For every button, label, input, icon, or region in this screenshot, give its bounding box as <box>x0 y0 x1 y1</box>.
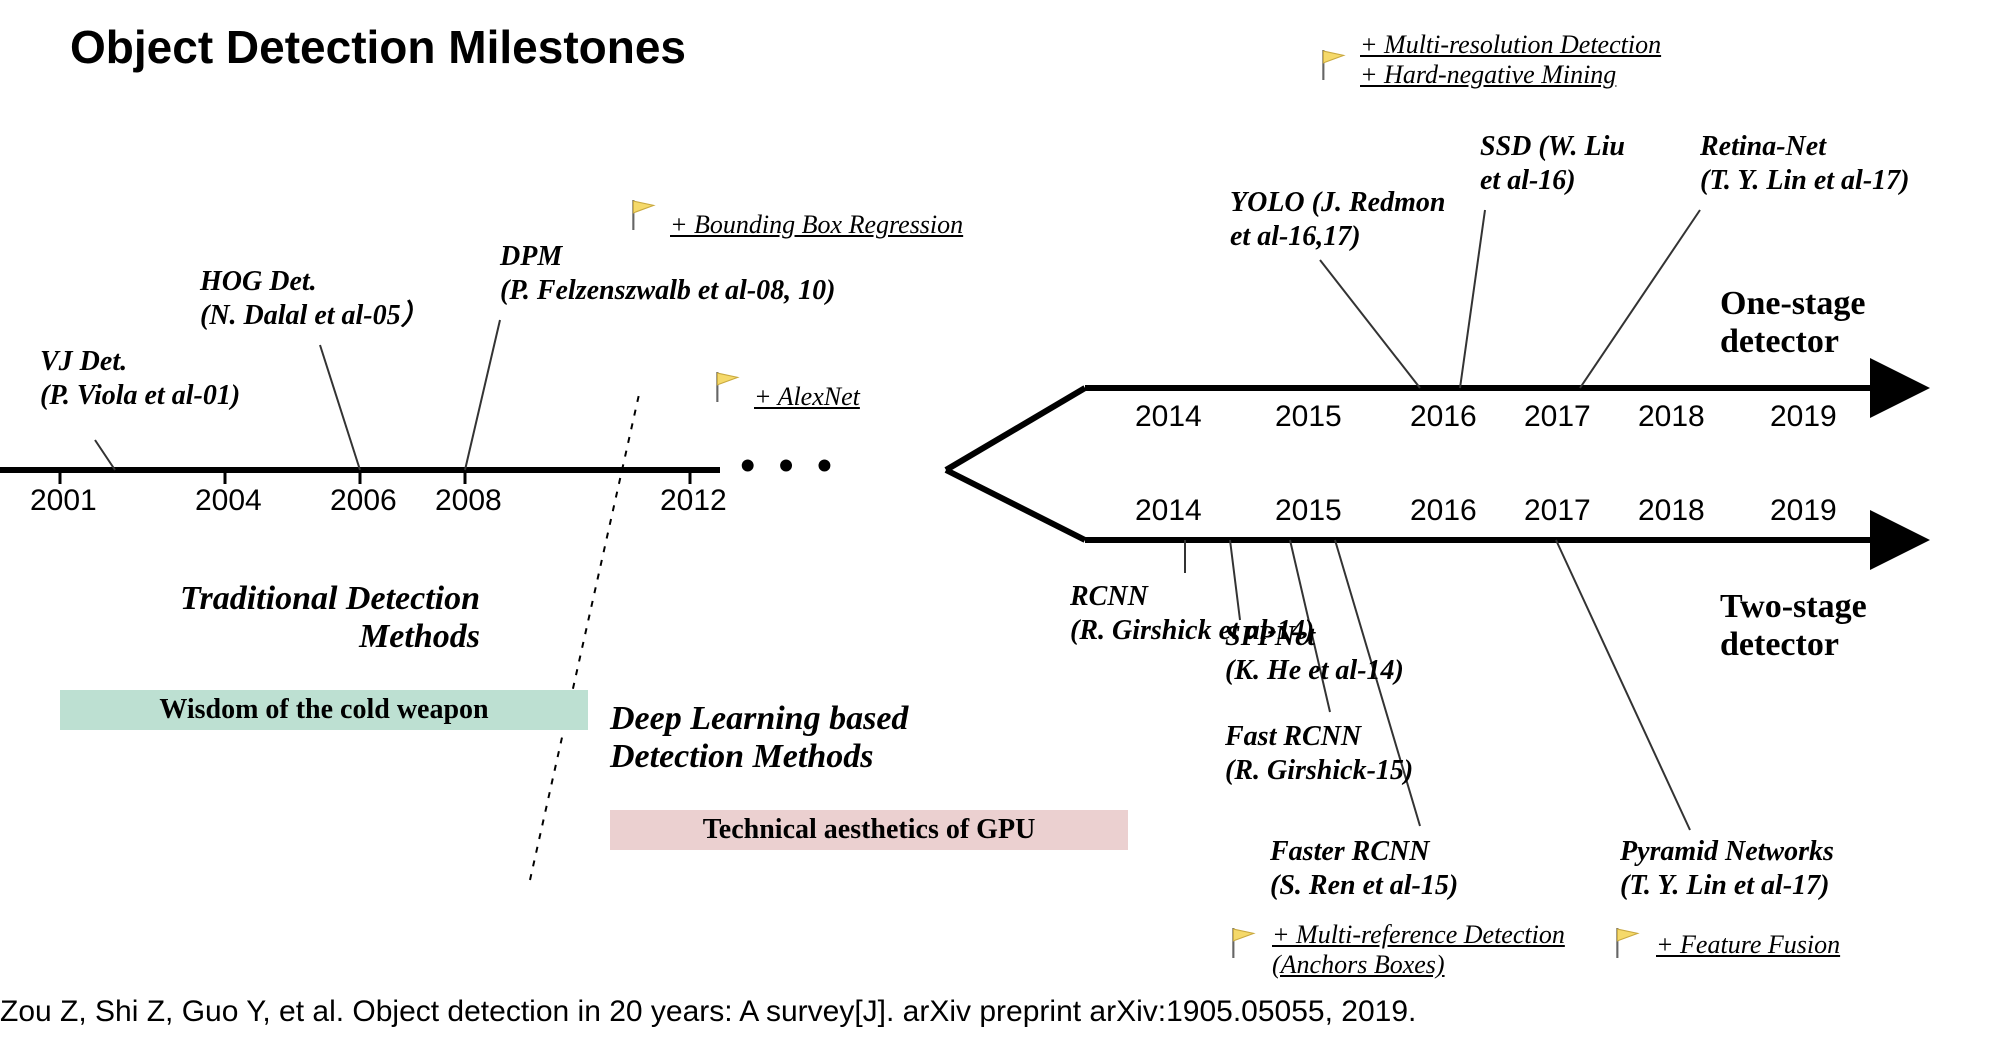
method-main-vj-line2: (P. Viola et al-01) <box>40 380 240 411</box>
flag-anchors-icon <box>1230 928 1256 958</box>
method-one-yolo-line1: YOLO (J. Redmon <box>1230 187 1445 218</box>
section-traditional-line1: Traditional Detection <box>180 580 480 617</box>
flag-anchors-line2: (Anchors Boxes) <box>1272 950 1445 979</box>
diagram-canvas: Object Detection Milestones • • • Tradit… <box>0 0 1990 1038</box>
method-two-pyramid: Pyramid Networks(T. Y. Lin et al-17) <box>1620 835 1834 902</box>
method-main-dpm: DPM(P. Felzenszwalb et al-08, 10) <box>500 240 835 307</box>
section-one-stage: One-stage detector <box>1720 285 1865 361</box>
flag-multires-line2: + Hard-negative Mining <box>1360 60 1616 89</box>
year-top-2019: 2019 <box>1770 400 1837 434</box>
method-two-fast: Fast RCNN(R. Girshick-15) <box>1225 720 1413 787</box>
year-top-2016: 2016 <box>1410 400 1477 434</box>
method-one-ssd: SSD (W. Liuet al-16) <box>1480 130 1625 197</box>
section-two-stage: Two-stage detector <box>1720 588 1867 664</box>
method-one-retina-line1: Retina-Net <box>1700 131 1826 162</box>
method-main-hog-line1: HOG Det. <box>200 266 317 297</box>
year-2006: 2006 <box>330 484 397 518</box>
method-two-sppnet-line1: SPPNet <box>1225 621 1315 652</box>
flag-multires-icon <box>1320 50 1346 80</box>
flag-featfus-icon <box>1614 928 1640 958</box>
method-one-yolo-line2: et al-16,17) <box>1230 221 1361 252</box>
section-one-stage-line2: detector <box>1720 323 1839 360</box>
method-main-hog: HOG Det.(N. Dalal et al-05） <box>200 265 429 332</box>
method-two-faster-line2: (S. Ren et al-15) <box>1270 870 1458 901</box>
year-bot-2019: 2019 <box>1770 494 1837 528</box>
method-one-ssd-line2: et al-16) <box>1480 165 1576 196</box>
section-two-stage-line1: Two-stage <box>1720 588 1867 625</box>
method-two-pyramid-line2: (T. Y. Lin et al-17) <box>1620 870 1829 901</box>
year-top-2014: 2014 <box>1135 400 1202 434</box>
page-title: Object Detection Milestones <box>70 20 686 74</box>
method-two-sppnet-line2: (K. He et al-14) <box>1225 655 1404 686</box>
method-two-faster: Faster RCNN(S. Ren et al-15) <box>1270 835 1458 902</box>
flag-anchors-label: + Multi-reference Detection(Anchors Boxe… <box>1272 920 1565 980</box>
flag-bbr-label: + Bounding Box Regression <box>670 210 963 240</box>
section-deep-line1: Deep Learning based <box>610 700 908 737</box>
flag-featfus-label: + Feature Fusion <box>1656 930 1840 960</box>
section-deep: Deep Learning based Detection Methods <box>610 700 908 776</box>
citation-text: Zou Z, Shi Z, Guo Y, et al. Object detec… <box>0 995 1416 1029</box>
method-two-faster-line1: Faster RCNN <box>1270 836 1429 867</box>
era-gpu: Technical aesthetics of GPU <box>610 810 1128 850</box>
year-top-2017: 2017 <box>1524 400 1591 434</box>
method-main-dpm-line1: DPM <box>500 241 562 272</box>
year-bot-2017: 2017 <box>1524 494 1591 528</box>
year-bot-2018: 2018 <box>1638 494 1705 528</box>
method-two-fast-line2: (R. Girshick-15) <box>1225 755 1413 786</box>
era-cold-weapon: Wisdom of the cold weapon <box>60 690 588 730</box>
section-traditional: Traditional Detection Methods <box>180 580 480 656</box>
method-two-sppnet: SPPNet(K. He et al-14) <box>1225 620 1404 687</box>
section-one-stage-line1: One-stage <box>1720 285 1865 322</box>
section-traditional-line2: Methods <box>359 618 480 655</box>
method-main-vj: VJ Det.(P. Viola et al-01) <box>40 345 240 412</box>
year-2008: 2008 <box>435 484 502 518</box>
ellipsis-dots: • • • <box>740 440 838 491</box>
flag-multires-label: + Multi-resolution Detection+ Hard-negat… <box>1360 30 1661 90</box>
method-one-retina: Retina-Net(T. Y. Lin et al-17) <box>1700 130 1909 197</box>
method-one-retina-line2: (T. Y. Lin et al-17) <box>1700 165 1909 196</box>
flag-bbr-icon <box>630 200 656 230</box>
year-top-2018: 2018 <box>1638 400 1705 434</box>
flag-multires-line1: + Multi-resolution Detection <box>1360 30 1661 59</box>
year-bot-2015: 2015 <box>1275 494 1342 528</box>
method-main-dpm-line2: (P. Felzenszwalb et al-08, 10) <box>500 275 835 306</box>
section-two-stage-line2: detector <box>1720 626 1839 663</box>
method-main-vj-line1: VJ Det. <box>40 346 127 377</box>
year-bot-2014: 2014 <box>1135 494 1202 528</box>
year-top-2015: 2015 <box>1275 400 1342 434</box>
method-one-yolo: YOLO (J. Redmonet al-16,17) <box>1230 186 1445 253</box>
section-deep-line2: Detection Methods <box>610 738 873 775</box>
flag-alexnet-icon <box>714 372 740 402</box>
year-2012: 2012 <box>660 484 727 518</box>
flag-alexnet-label: + AlexNet <box>754 382 860 412</box>
method-two-fast-line1: Fast RCNN <box>1225 721 1361 752</box>
method-two-pyramid-line1: Pyramid Networks <box>1620 836 1834 867</box>
year-bot-2016: 2016 <box>1410 494 1477 528</box>
method-two-rcnn-line1: RCNN <box>1070 581 1148 612</box>
year-2001: 2001 <box>30 484 97 518</box>
flag-anchors-line1: + Multi-reference Detection <box>1272 920 1565 949</box>
year-2004: 2004 <box>195 484 262 518</box>
method-one-ssd-line1: SSD (W. Liu <box>1480 131 1625 162</box>
method-main-hog-line2: (N. Dalal et al-05） <box>200 300 429 331</box>
